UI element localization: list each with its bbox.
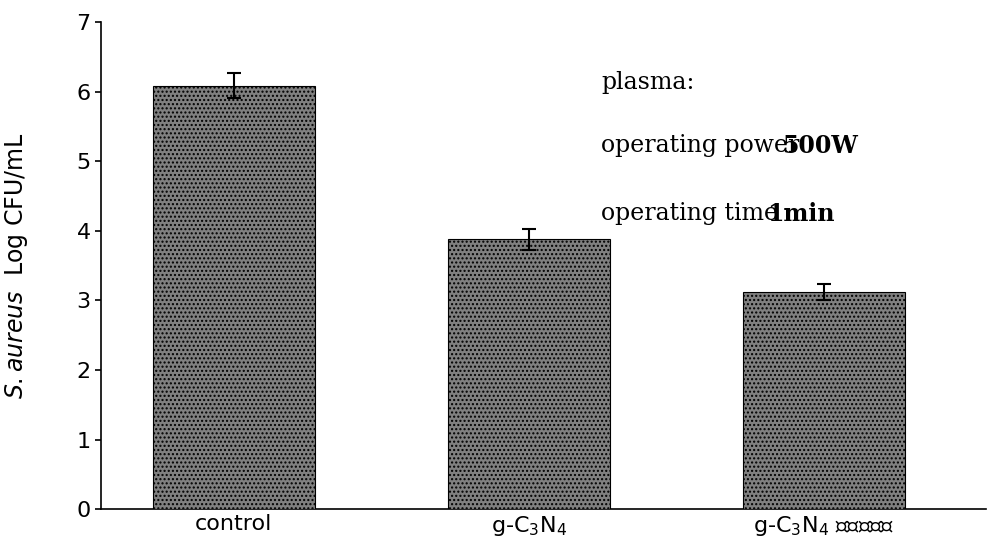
Text: 500W: 500W bbox=[783, 134, 858, 158]
Bar bbox=[448, 239, 610, 509]
Text: plasma:: plasma: bbox=[601, 71, 694, 94]
Bar bbox=[153, 86, 315, 509]
Bar bbox=[743, 292, 905, 509]
Text: operating power: operating power bbox=[601, 134, 807, 157]
Text: 1min: 1min bbox=[767, 202, 835, 226]
Text: operating time: operating time bbox=[601, 202, 786, 225]
Text: $\it{S.aureus}$  Log CFU/mL: $\it{S.aureus}$ Log CFU/mL bbox=[3, 132, 30, 399]
